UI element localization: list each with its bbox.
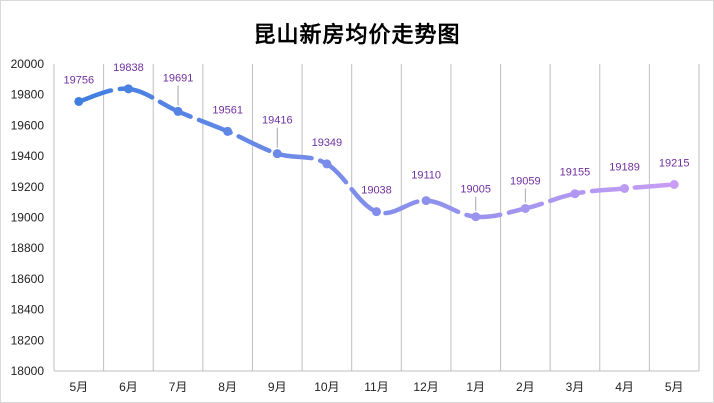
x-tick-label: 11月 (364, 380, 388, 394)
y-tick-label: 19000 (11, 211, 45, 225)
y-tick-label: 18600 (11, 272, 45, 286)
y-tick-label: 19800 (11, 88, 45, 102)
y-tick-label: 19400 (11, 149, 45, 163)
y-tick-label: 18200 (11, 333, 45, 347)
y-tick-label: 19600 (11, 118, 45, 132)
y-tick-label: 18000 (11, 364, 45, 378)
data-point (123, 84, 133, 94)
data-label: 19561 (212, 104, 243, 116)
x-tick-label: 6月 (119, 380, 138, 394)
data-label: 19215 (659, 157, 690, 169)
data-point (471, 212, 481, 222)
data-point (620, 183, 630, 193)
data-label: 19349 (312, 137, 343, 149)
y-tick-label: 20000 (11, 57, 45, 71)
data-point (322, 159, 332, 169)
x-tick-label: 5月 (665, 380, 684, 394)
data-label: 19416 (262, 115, 293, 127)
x-tick-label: 10月 (314, 380, 339, 394)
data-label: 19005 (460, 184, 491, 196)
data-label: 19110 (411, 170, 441, 182)
y-tick-label: 19200 (11, 180, 45, 194)
data-label: 19059 (510, 175, 541, 187)
data-label: 19155 (560, 167, 591, 179)
chart-title: 昆山新房均价走势图 (253, 23, 461, 48)
x-tick-label: 7月 (169, 380, 188, 394)
data-label: 19038 (361, 185, 392, 197)
x-tick-label: 12月 (413, 380, 438, 394)
x-tick-label: 2月 (516, 380, 535, 394)
data-point (669, 179, 679, 189)
x-tick-label: 8月 (218, 380, 237, 394)
data-point (173, 106, 183, 116)
data-point (421, 196, 431, 206)
x-tick-label: 9月 (268, 380, 287, 394)
y-tick-label: 18400 (11, 303, 45, 317)
x-tick-label: 1月 (466, 380, 485, 394)
x-tick-label: 4月 (615, 380, 634, 394)
data-point (272, 149, 282, 159)
data-point (74, 96, 84, 106)
data-point (223, 126, 233, 136)
y-tick-label: 18800 (11, 241, 45, 255)
data-label: 19838 (113, 62, 144, 74)
series-line (76, 86, 677, 220)
data-point (372, 207, 381, 217)
data-point (570, 189, 580, 199)
data-point (520, 203, 530, 213)
x-tick-label: 5月 (69, 380, 88, 394)
data-label: 19189 (609, 161, 640, 173)
data-label: 19756 (64, 74, 95, 86)
x-tick-label: 3月 (566, 380, 585, 394)
data-label: 19691 (163, 72, 194, 84)
